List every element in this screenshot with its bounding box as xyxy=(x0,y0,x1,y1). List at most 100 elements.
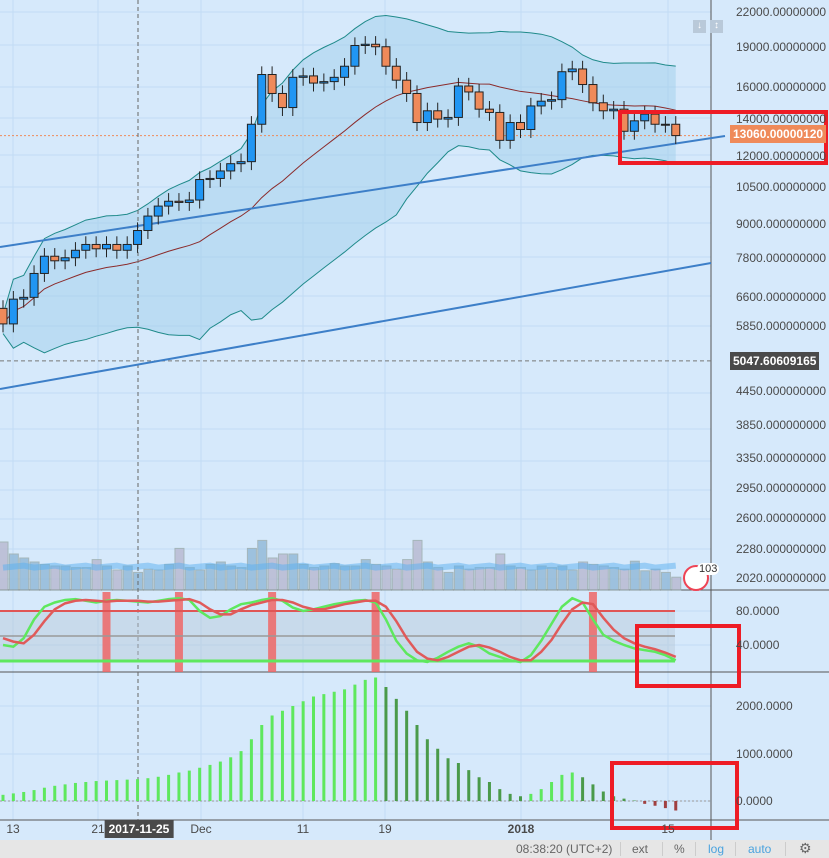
candle-body xyxy=(257,74,267,125)
macd-histogram-bar xyxy=(570,772,574,801)
log-toggle[interactable]: log xyxy=(708,842,725,856)
macd-histogram-bar xyxy=(591,784,595,801)
stoch-signal-marker xyxy=(588,592,597,672)
volume-bar xyxy=(8,553,19,591)
candle-body xyxy=(29,272,39,298)
stoch-axis-label: 40.0000 xyxy=(736,638,780,652)
macd-histogram-bar xyxy=(601,791,605,801)
candle-body xyxy=(91,243,101,250)
macd-histogram-bar xyxy=(63,784,67,801)
candle-body xyxy=(567,68,577,73)
macd-histogram-bar xyxy=(384,687,388,801)
volume-bar xyxy=(422,561,433,591)
volume-bar xyxy=(29,561,40,591)
highlight-box xyxy=(635,624,741,688)
macd-histogram-bar xyxy=(663,801,667,809)
bollinger-upper xyxy=(2,15,676,315)
macd-histogram-bar xyxy=(32,790,36,801)
price-axis-label: 19000.00000000 xyxy=(736,39,827,54)
macd-histogram-bar xyxy=(312,696,315,801)
candle-body xyxy=(102,243,111,250)
candle-body xyxy=(360,43,370,47)
candle-body xyxy=(329,76,339,83)
scroll-down-icon[interactable]: ↓ xyxy=(693,20,706,33)
volume-bar xyxy=(567,569,578,591)
macd-histogram-bar xyxy=(508,793,512,801)
candle-body xyxy=(516,122,525,131)
macd-histogram-bar xyxy=(539,789,543,801)
candle-body xyxy=(319,81,329,84)
macd-histogram-bar xyxy=(73,782,77,801)
price-axis-label: 3850.000000000 xyxy=(736,418,827,433)
price-axis-label: 2280.000000000 xyxy=(736,542,827,557)
percent-toggle[interactable]: % xyxy=(674,842,685,856)
macd-histogram-bar xyxy=(156,776,160,801)
volume-bar xyxy=(70,567,81,591)
macd-histogram-bar xyxy=(1,794,5,801)
price-axis-label: 2950.000000000 xyxy=(736,481,827,496)
ext-toggle[interactable]: ext xyxy=(632,842,649,856)
candle-body xyxy=(371,43,381,48)
price-axis-label: 6600.000000000 xyxy=(736,290,827,305)
candle-body xyxy=(153,205,163,217)
volume-bar xyxy=(50,565,61,591)
candle-body xyxy=(267,74,277,94)
macd-histogram-bar xyxy=(581,777,585,801)
macd-histogram-bar xyxy=(280,710,284,801)
candle-body xyxy=(236,161,246,165)
volume-bar xyxy=(19,557,30,591)
events-count[interactable]: 103 xyxy=(697,563,720,575)
macd-histogram-bar xyxy=(477,777,481,801)
price-axis-label: 10500.00000000 xyxy=(736,180,827,195)
candle-body xyxy=(277,92,287,109)
time-label: 2018 xyxy=(507,822,535,836)
clock-time: 08:38:20 (UTC+2) xyxy=(516,842,613,856)
volume-bar xyxy=(112,569,123,591)
volume-bar xyxy=(215,561,226,591)
candle-body xyxy=(433,110,443,120)
volume-bar xyxy=(547,567,558,591)
auto-toggle[interactable]: auto xyxy=(748,842,772,856)
macd-histogram-bar xyxy=(674,801,678,811)
macd-histogram-bar xyxy=(498,789,502,801)
candle-body xyxy=(8,298,18,325)
bollinger-lower xyxy=(2,145,676,354)
volume-bar xyxy=(360,559,371,591)
scale-icon[interactable]: ↕ xyxy=(710,20,723,33)
price-axis-label: 22000.00000000 xyxy=(736,5,827,19)
macd-histogram-bar xyxy=(187,770,191,801)
macd-histogram-bar xyxy=(560,774,564,801)
candle-body xyxy=(0,307,8,325)
macd-histogram-bar xyxy=(146,778,150,801)
stoch-signal-marker xyxy=(371,592,380,672)
macd-axis-label: 2000.0000 xyxy=(736,699,793,713)
macd-histogram-bar xyxy=(467,770,471,801)
candle-body xyxy=(578,68,588,86)
candle-body xyxy=(133,230,143,245)
settings-gear-icon[interactable]: ⚙ xyxy=(799,840,812,856)
macd-histogram-bar xyxy=(11,793,15,801)
candle-body xyxy=(350,45,360,67)
volume-bar xyxy=(236,567,247,591)
macd-histogram-bar xyxy=(229,757,233,801)
candle-body xyxy=(226,163,236,172)
macd-histogram-bar xyxy=(622,798,626,801)
stoch-signal-marker xyxy=(102,592,111,672)
volume-bar xyxy=(443,571,454,591)
macd-histogram-bar xyxy=(343,689,347,801)
candle-body xyxy=(246,123,256,163)
macd-histogram-bar xyxy=(53,785,57,801)
price-axis-label: 16000.00000000 xyxy=(736,80,827,95)
macd-histogram-bar xyxy=(249,739,253,801)
stoch-signal-marker xyxy=(174,592,183,672)
price-axis-label: 2600.000000000 xyxy=(736,511,827,526)
stoch-d-line xyxy=(2,597,677,662)
candle-body xyxy=(112,243,122,251)
candle-body xyxy=(598,102,608,112)
volume-bar xyxy=(184,567,195,591)
last-price-badge: 13060.00000120 xyxy=(730,125,827,143)
macd-histogram-bar xyxy=(105,780,108,801)
volume-bar xyxy=(619,568,630,591)
